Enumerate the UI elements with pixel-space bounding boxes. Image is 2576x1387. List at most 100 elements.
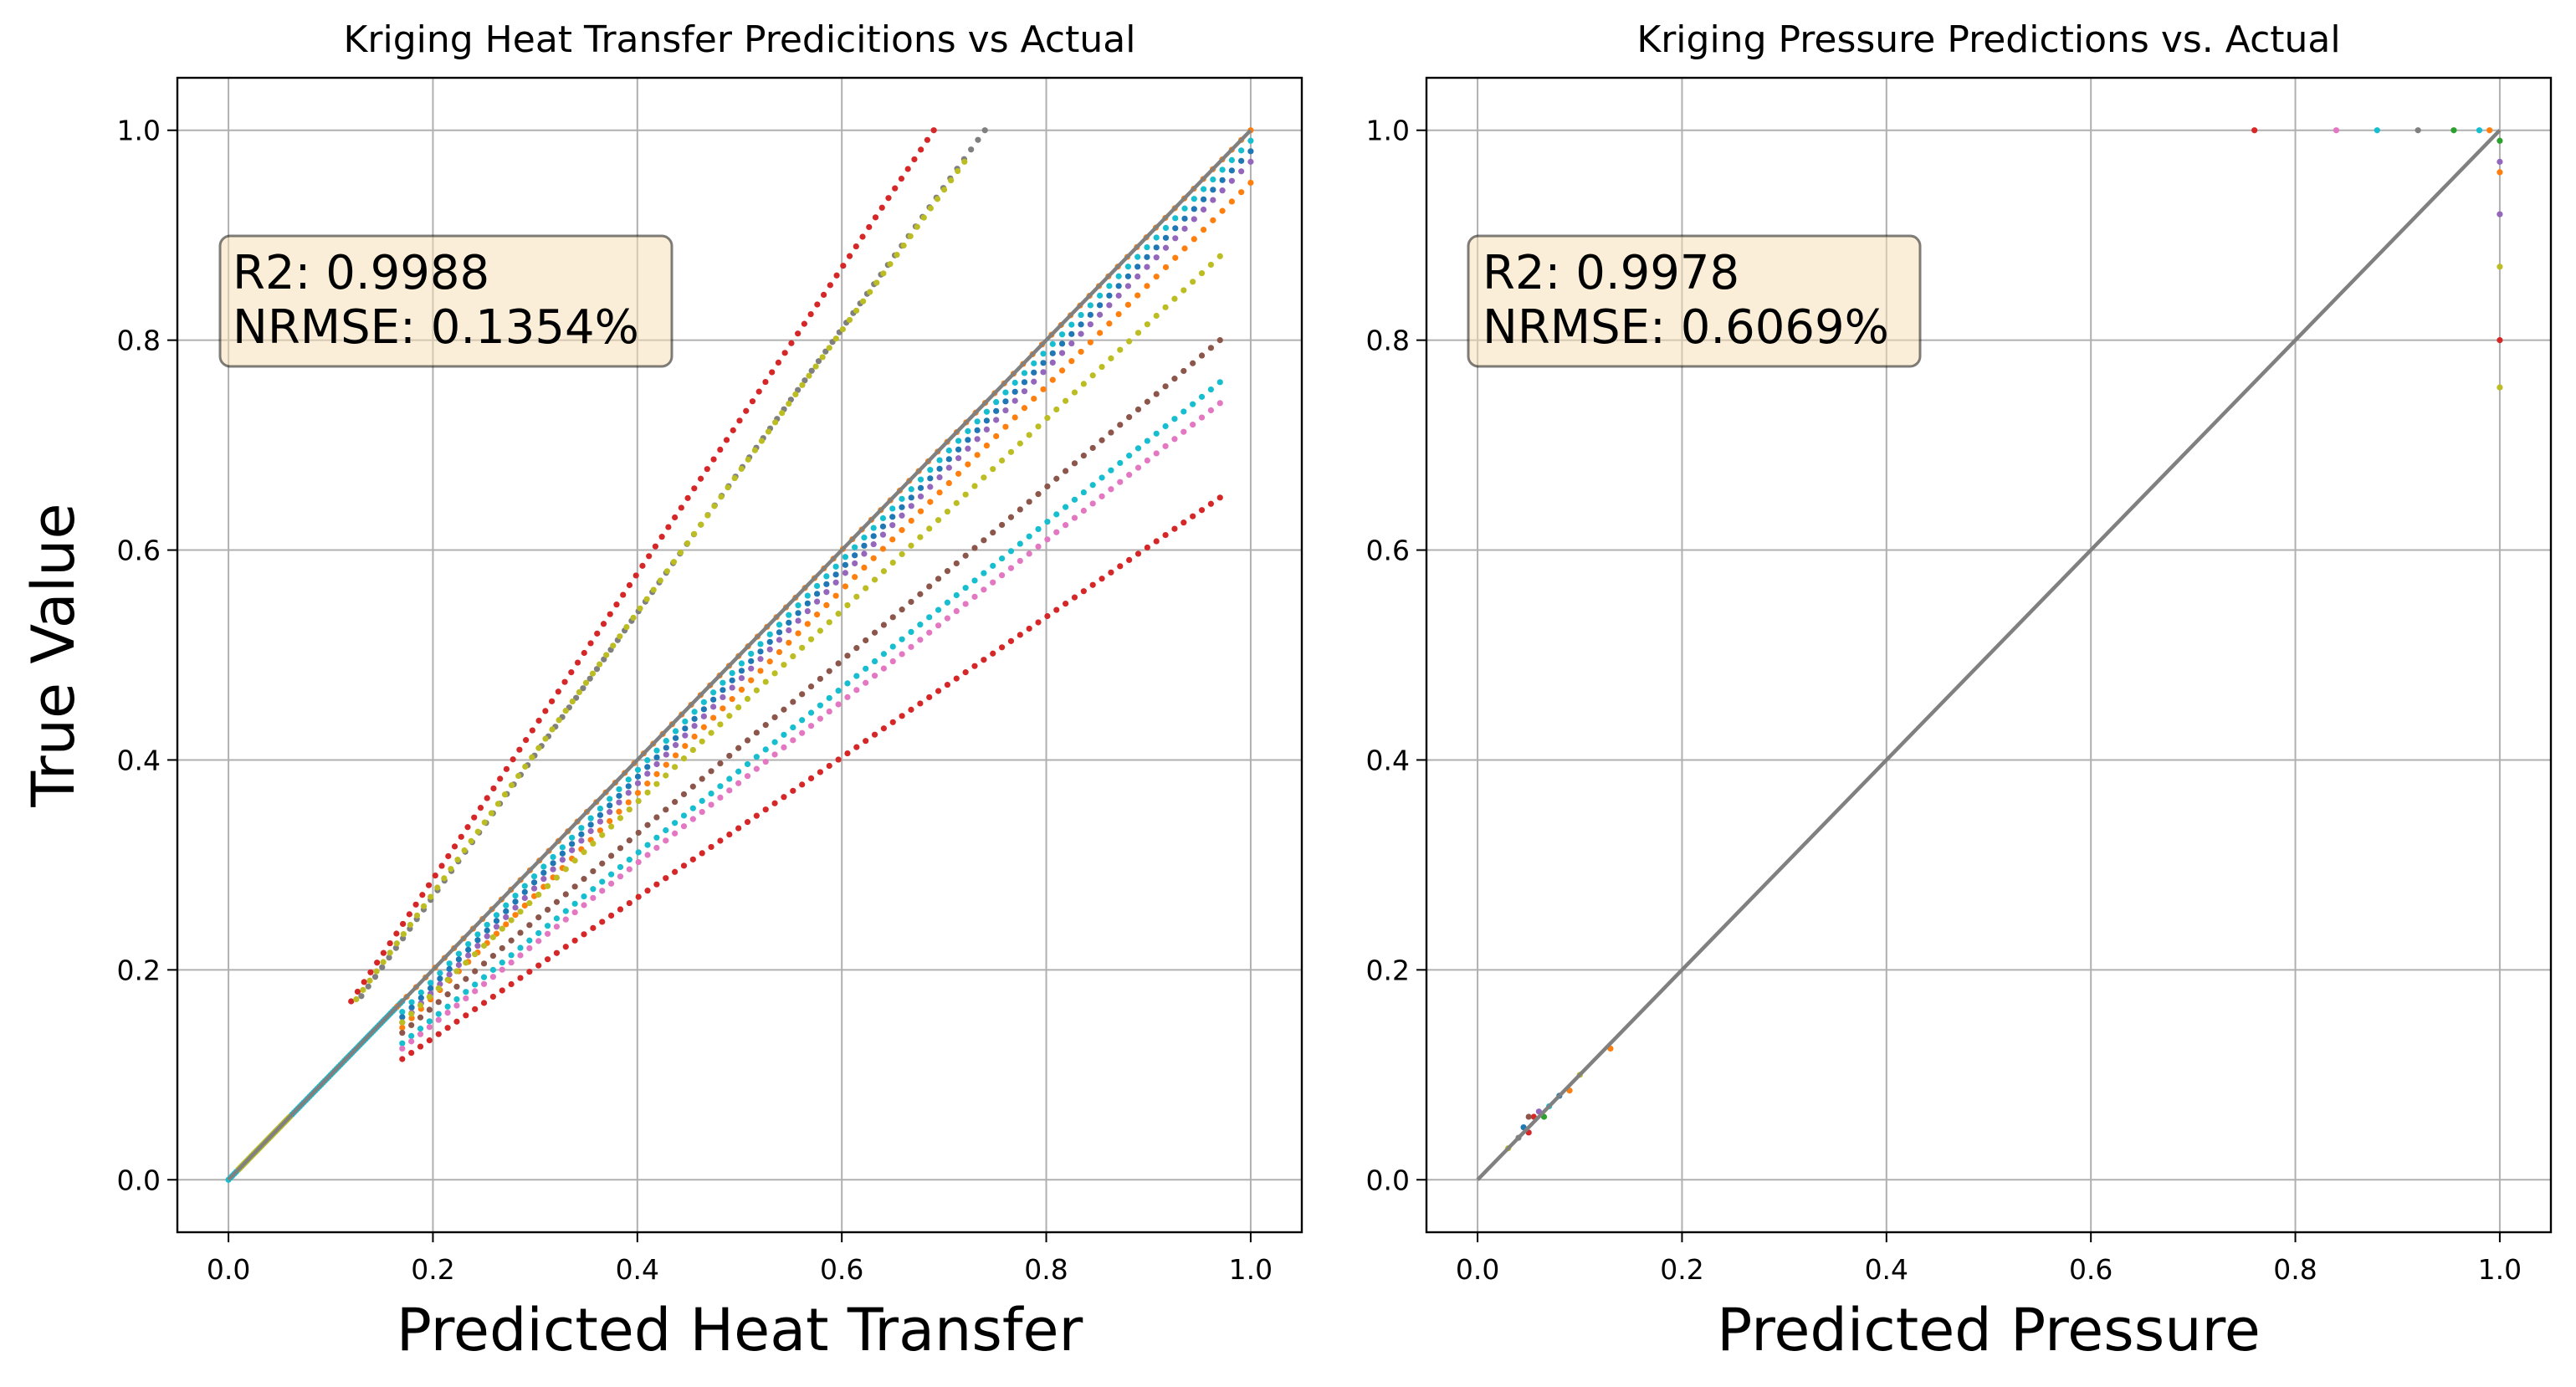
heat-transfer-data-point bbox=[771, 739, 778, 745]
heat-transfer-data-point bbox=[1153, 244, 1160, 251]
heat-transfer-data-point bbox=[924, 136, 931, 143]
heat-transfer-data-point bbox=[1172, 235, 1179, 242]
heat-transfer-data-point bbox=[380, 959, 387, 965]
heat-transfer-data-point bbox=[1126, 453, 1133, 459]
heat-transfer-data-point bbox=[652, 543, 659, 550]
heat-transfer-data-point bbox=[735, 745, 742, 751]
heat-transfer-data-point bbox=[926, 614, 933, 621]
heat-transfer-data-point bbox=[1058, 340, 1066, 347]
heat-transfer-data-point bbox=[908, 643, 914, 650]
heat-transfer-data-point bbox=[613, 601, 620, 608]
heat-transfer-data-point bbox=[1035, 525, 1042, 533]
heat-transfer-data-point bbox=[544, 930, 551, 937]
heat-transfer-data-point bbox=[508, 952, 515, 959]
heat-transfer-data-point bbox=[684, 494, 691, 501]
heat-transfer-data-point bbox=[835, 688, 842, 694]
heat-transfer-data-point bbox=[663, 837, 669, 844]
heat-transfer-data-point bbox=[1210, 176, 1216, 183]
heat-transfer-data-point bbox=[1021, 379, 1028, 386]
heat-transfer-data-point bbox=[503, 765, 510, 772]
heat-transfer-data-point bbox=[1097, 330, 1104, 336]
heat-transfer-data-point bbox=[1068, 330, 1075, 337]
heat-transfer-data-point bbox=[840, 263, 847, 269]
heat-transfer-data-point bbox=[859, 233, 866, 240]
heat-transfer-data-point bbox=[971, 593, 978, 600]
heat-transfer-data-point bbox=[1190, 513, 1196, 519]
heat-transfer-data-point bbox=[471, 814, 478, 821]
heat-transfer-data-point bbox=[419, 892, 426, 898]
heat-transfer-data-point bbox=[691, 530, 698, 537]
heat-transfer-data-point bbox=[607, 611, 613, 617]
heat-transfer-data-point bbox=[635, 893, 642, 900]
heat-transfer-data-point bbox=[691, 715, 698, 722]
heat-transfer-data-point bbox=[663, 772, 669, 779]
heat-transfer-data-point bbox=[455, 950, 463, 957]
heat-transfer-data-point bbox=[625, 776, 632, 783]
heat-transfer-identity-line-segment bbox=[227, 129, 1252, 1181]
heat-transfer-data-point bbox=[1078, 348, 1084, 356]
pressure-r2: R2: 0.9978 bbox=[1483, 246, 1739, 300]
heat-transfer-data-point bbox=[399, 1024, 406, 1031]
heat-transfer-data-point bbox=[1153, 450, 1160, 457]
heat-transfer-data-point bbox=[581, 876, 587, 883]
heat-transfer-data-point bbox=[365, 983, 371, 990]
heat-transfer-data-point bbox=[453, 1018, 460, 1025]
pressure-identity-line bbox=[1476, 129, 2502, 1181]
heat-transfer-data-point bbox=[753, 812, 760, 819]
heat-transfer-data-point bbox=[1021, 388, 1028, 395]
heat-transfer-data-point bbox=[766, 646, 773, 653]
heat-transfer-data-point bbox=[870, 540, 877, 548]
heat-transfer-data-point bbox=[1078, 330, 1084, 337]
heat-transfer-data-point bbox=[682, 725, 689, 732]
heat-transfer-data-point bbox=[1126, 472, 1133, 479]
heat-transfer-data-point bbox=[1200, 196, 1207, 202]
heat-transfer-data-point bbox=[842, 554, 848, 560]
heat-transfer-data-point bbox=[974, 436, 981, 443]
pressure-data-point bbox=[2497, 158, 2503, 165]
heat-transfer-data-point bbox=[626, 581, 633, 589]
heat-transfer-data-point bbox=[1053, 475, 1060, 482]
heat-transfer-data-point bbox=[926, 629, 933, 636]
heat-transfer-data-point bbox=[544, 906, 551, 914]
heat-transfer-data-point bbox=[480, 974, 488, 980]
heat-transfer-data-point bbox=[801, 320, 807, 327]
heat-transfer-data-point bbox=[1134, 406, 1142, 413]
heat-transfer-data-point bbox=[974, 418, 981, 425]
heat-transfer-data-point bbox=[757, 648, 764, 655]
heat-transfer-data-point bbox=[975, 136, 981, 143]
heat-transfer-data-point bbox=[484, 921, 490, 929]
heat-transfer-data-point bbox=[697, 475, 704, 482]
heat-transfer-data-point bbox=[489, 993, 497, 1001]
heat-transfer-data-point bbox=[597, 827, 604, 834]
heat-transfer-data-point bbox=[1198, 414, 1206, 421]
heat-transfer-data-point bbox=[650, 586, 657, 593]
heat-transfer-data-point bbox=[889, 536, 896, 543]
heat-transfer-data-point bbox=[771, 751, 778, 758]
heat-transfer-data-point bbox=[832, 579, 839, 586]
heat-transfer-data-point bbox=[408, 1032, 415, 1039]
heat-transfer-data-point bbox=[540, 876, 547, 883]
heat-transfer-data-point bbox=[682, 743, 689, 750]
heat-transfer-data-point bbox=[616, 786, 622, 793]
heat-transfer-data-point bbox=[999, 572, 1006, 579]
heat-transfer-data-point bbox=[663, 568, 670, 575]
heat-transfer-data-point bbox=[945, 479, 952, 487]
heat-transfer-data-point bbox=[1207, 407, 1214, 414]
heat-transfer-data-point bbox=[530, 885, 538, 892]
heat-transfer-data-point bbox=[762, 758, 769, 765]
heat-transfer-data-point bbox=[387, 949, 393, 956]
heat-transfer-data-point bbox=[501, 791, 509, 798]
heat-transfer-data-point bbox=[463, 1012, 469, 1019]
heat-transfer-data-point bbox=[762, 722, 769, 729]
heat-transfer-data-point bbox=[509, 782, 515, 789]
heat-transfer-data-point bbox=[917, 637, 924, 643]
heat-transfer-data-point bbox=[510, 756, 516, 763]
heat-transfer-data-point bbox=[550, 853, 556, 861]
heat-transfer-data-point bbox=[689, 746, 696, 754]
heat-transfer-data-point bbox=[807, 636, 815, 642]
heat-transfer-data-point bbox=[625, 783, 632, 790]
heat-transfer-data-point bbox=[653, 881, 660, 888]
heat-transfer-data-point bbox=[1021, 405, 1028, 412]
heat-transfer-data-point bbox=[517, 975, 524, 981]
